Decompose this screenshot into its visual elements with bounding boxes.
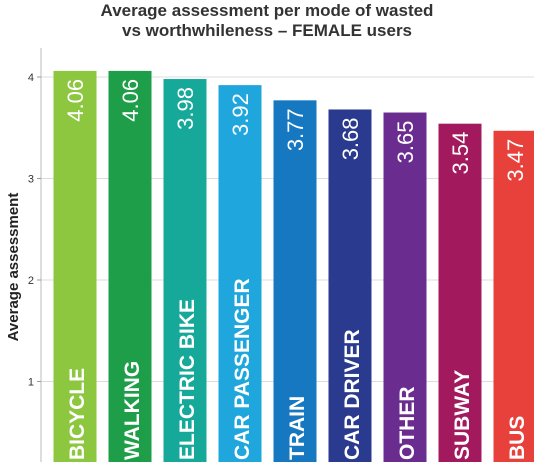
y-tick-label: 2: [28, 275, 34, 287]
bar-value-label: 4.06: [63, 79, 88, 122]
bar-category-label: BICYCLE: [66, 368, 89, 460]
bar-category-label: OTHER: [396, 387, 419, 461]
bar-value-label: 3.47: [503, 139, 528, 182]
bar-value-label: 3.77: [283, 108, 308, 151]
y-tick-label: 1: [28, 377, 34, 389]
bars: 4.06 BICYCLE 4.06 WALKING 3.98 ELECTRIC BIKE 3…: [53, 70, 534, 462]
chart-title-line-1: Average assessment per mode of wasted: [100, 1, 434, 20]
bar-car-driver: [328, 109, 372, 462]
chart-title-line-2: vs worthwhileness – FEMALE users: [121, 21, 413, 40]
bar-walking: [108, 70, 152, 462]
bar-value-label: 3.65: [393, 121, 418, 164]
bar-subway: [438, 123, 482, 462]
bar-category-label: ELECTRIC BIKE: [176, 299, 199, 460]
y-tick-label: 3: [28, 174, 34, 186]
bar-category-label: CAR DRIVER: [341, 329, 364, 460]
bar-category-label: SUBWAY: [451, 370, 474, 460]
bar-other: [383, 112, 427, 462]
y-axis-label: Average assessment: [5, 193, 22, 342]
bar-train: [273, 100, 317, 462]
bar-category-label: BUS: [506, 416, 529, 460]
axes: 1 2 3 4: [28, 48, 42, 462]
bar-value-label: 4.06: [118, 79, 143, 122]
bar-value-label: 3.68: [338, 117, 363, 160]
bar-value-label: 3.92: [228, 93, 253, 136]
bar-value-label: 3.98: [173, 87, 198, 130]
bar-bus: [493, 130, 534, 462]
bar-bicycle: [53, 70, 97, 462]
bar-value-label: 3.54: [448, 132, 473, 175]
bar-category-label: TRAIN: [286, 396, 309, 460]
y-tick-label: 4: [28, 72, 34, 84]
bar-electric-bike: [163, 79, 207, 462]
bar-category-label: CAR PASSENGER: [231, 278, 254, 460]
bar-car-passenger: [218, 85, 262, 462]
bar-category-label: WALKING: [121, 361, 144, 460]
